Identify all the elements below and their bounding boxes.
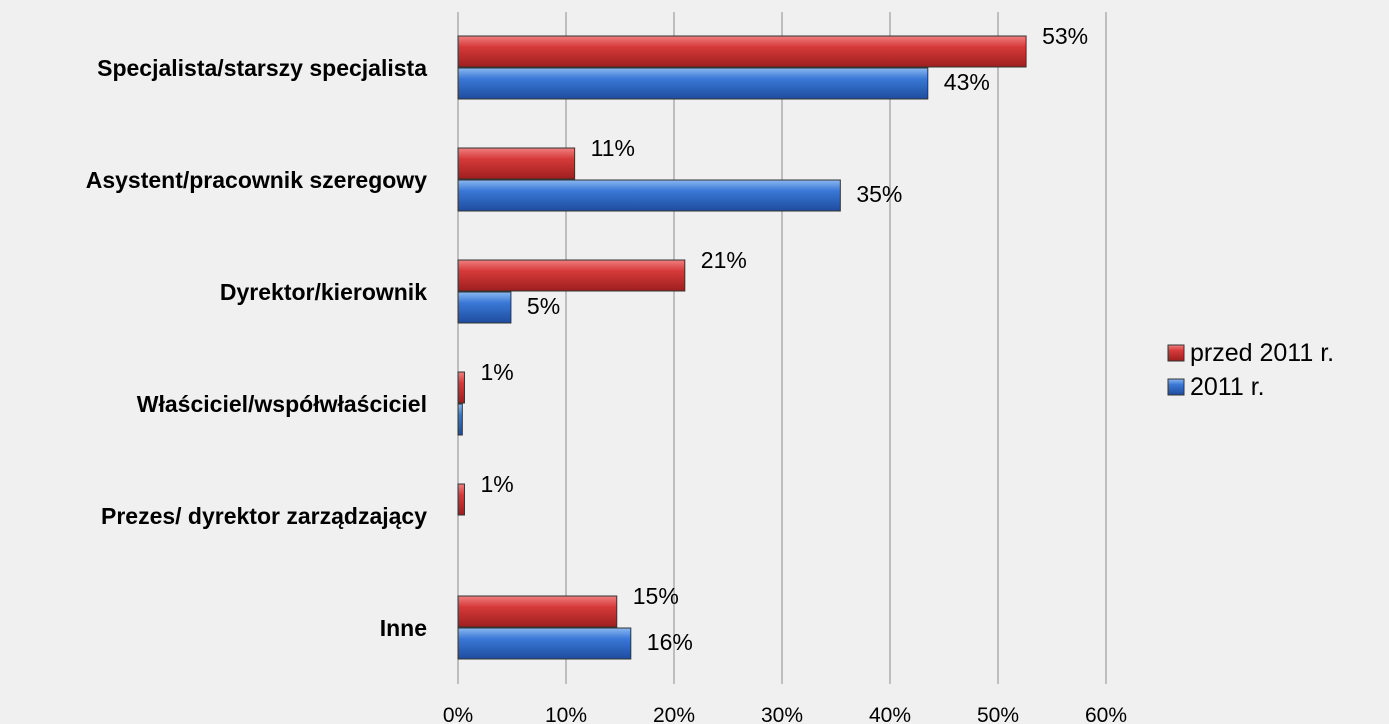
bar-series-1: [457, 403, 463, 436]
bar-series-1: [457, 179, 841, 212]
x-axis-tick-labels: 0% 10% 20% 30% 40% 50% 60%: [443, 704, 1127, 724]
category-label: Właściciel/współwłaściciel: [137, 391, 427, 417]
legend-label: przed 2011 r.: [1190, 339, 1334, 367]
x-tick-label: 10%: [545, 704, 587, 724]
x-tick-label: 0%: [443, 704, 473, 724]
x-tick-label: 50%: [977, 704, 1019, 724]
bar-series-1: [457, 67, 929, 100]
category-label: Specjalista/starszy specjalista: [97, 55, 427, 81]
category-label: Dyrektor/kierownik: [220, 279, 427, 305]
bar-series-0: [457, 483, 465, 516]
bar-series-1: [457, 291, 512, 324]
x-tick-label: 60%: [1085, 704, 1127, 724]
bar-series-0: [457, 35, 1027, 68]
data-label: 43%: [944, 69, 990, 95]
data-label: 16%: [647, 629, 693, 655]
data-label: 1%: [480, 359, 513, 385]
category-labels: Specjalista/starszy specjalista Asystent/…: [86, 55, 427, 641]
data-label: 35%: [856, 181, 902, 207]
data-label: 53%: [1042, 23, 1088, 49]
bar-series-1: [457, 627, 632, 660]
data-label: 1%: [480, 471, 513, 497]
data-labels: 53% 43% 11% 35% 21% 5% 1% 1% 15% 16%: [480, 23, 1088, 655]
x-tick-label: 40%: [869, 704, 911, 724]
data-label: 21%: [701, 247, 747, 273]
bar-series-0: [457, 147, 576, 180]
data-label: 15%: [633, 583, 679, 609]
bar-series-0: [457, 259, 686, 292]
gridlines: [457, 12, 1107, 684]
category-label: Prezes/ dyrektor zarządzający: [101, 503, 427, 529]
bars: [457, 35, 1027, 660]
category-label: Inne: [380, 615, 427, 641]
legend-swatch: [1167, 378, 1185, 396]
legend-swatch: [1167, 344, 1185, 362]
bar-series-0: [457, 371, 465, 404]
legend: przed 2011 r. 2011 r.: [1167, 339, 1334, 401]
category-label: Asystent/pracownik szeregowy: [86, 167, 427, 193]
x-tick-label: 30%: [761, 704, 803, 724]
data-label: 5%: [527, 293, 560, 319]
bar-series-0: [457, 595, 618, 628]
x-tick-label: 20%: [653, 704, 695, 724]
legend-label: 2011 r.: [1190, 373, 1265, 401]
data-label: 11%: [591, 135, 635, 161]
